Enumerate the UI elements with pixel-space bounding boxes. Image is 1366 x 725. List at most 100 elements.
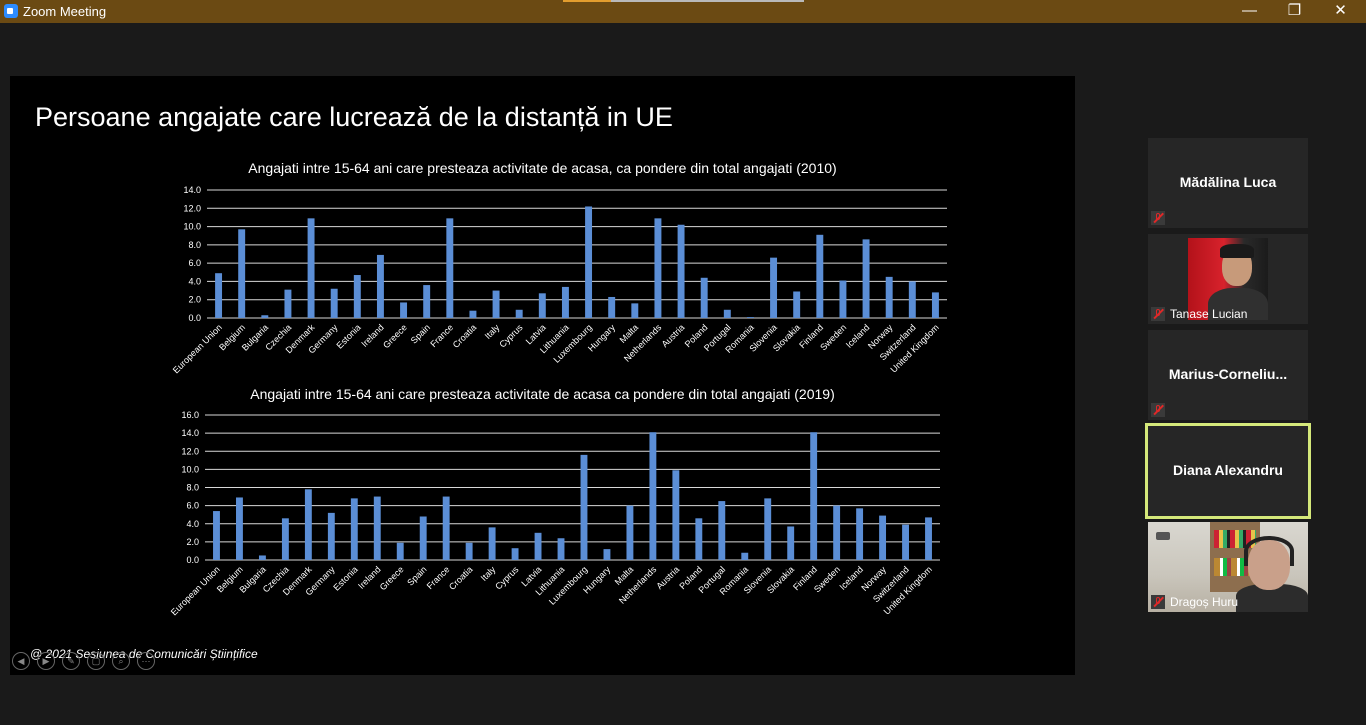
slide-controls: ◀ ▶ ✎ ▢ ⌕ ⋯ [12,652,162,674]
bar-hungary [608,296,616,318]
bar-european-union [213,511,220,560]
x-tick-label: European Union [171,322,224,375]
muted-mic-icon [1151,307,1165,321]
bar-luxembourg [580,454,588,560]
x-tick-label: France [425,564,452,591]
bar-france [446,218,454,318]
bar-lithuania [561,286,569,318]
bar-netherlands [649,432,657,560]
bar-czechia [281,518,289,560]
x-tick-label: Sweden [818,322,848,352]
x-tick-label: Greece [381,322,409,350]
bar-lithuania [557,538,565,560]
participant-name: Marius-Corneliu... [1168,366,1288,382]
bar-spain [423,285,431,318]
x-tick-label: Italy [483,322,502,341]
bar-finland [810,432,818,560]
bar-romania [746,317,754,318]
x-tick-label: Cyprus [497,322,525,350]
participant-tile-tanase-lucian[interactable]: Tanase Lucian [1148,234,1308,324]
muted-mic-icon [1151,211,1165,225]
bar-iceland [862,239,870,318]
x-tick-label: Austria [654,564,681,591]
bar-latvia [538,293,546,318]
x-tick-label: Estonia [334,322,362,350]
bar-belgium [238,229,246,318]
x-tick-label: Croatia [451,322,479,350]
screen-share-progress-fill [563,0,612,2]
bar-estonia [350,498,358,560]
y-tick-label: 8.0 [186,483,199,493]
slide-title: Persoane angajate care lucrează de la di… [35,102,673,132]
bar-netherlands [654,218,662,318]
bar-croatia [469,310,477,318]
bar-ireland [373,496,381,560]
bar-poland [700,277,708,318]
zoom-app-icon [4,4,18,18]
bar-malta [631,303,639,318]
y-tick-label: 10.0 [183,222,201,232]
participant-tile-marius-corneliu[interactable]: Marius-Corneliu... [1148,330,1308,420]
y-tick-label: 6.0 [188,258,201,268]
y-tick-label: 4.0 [186,519,199,529]
muted-mic-icon [1151,403,1165,417]
screen-share-progress-bar [563,0,804,2]
x-tick-label: Italy [479,564,498,583]
slides-icon[interactable]: ▢ [87,652,105,670]
y-tick-label: 12.0 [181,446,199,456]
minimize-button[interactable]: — [1242,2,1257,19]
bar-germany [327,512,335,560]
bar-slovenia [764,498,772,560]
y-tick-label: 6.0 [186,501,199,511]
bar-united-kingdom [931,292,939,318]
bar-portugal [718,501,726,560]
bar-greece [400,302,408,318]
chart-2010: 0.0 2.0 4.0 6.0 8.0 10.0 12.0 14.0 European Unio… [171,185,947,375]
bar-spain [419,516,427,560]
x-tick-label: Cyprus [493,564,521,592]
bar-finland [816,234,824,318]
more-options-icon[interactable]: ⋯ [137,652,155,670]
participant-name: Diana Alexandru [1173,462,1283,478]
participant-tile-diana-alexandru[interactable]: Diana Alexandru [1145,423,1311,519]
y-tick-label: 4.0 [188,276,201,286]
bar-norway [879,515,887,560]
x-tick-label: Greece [378,564,406,592]
y-tick-label: 14.0 [181,428,199,438]
bar-greece [396,542,404,560]
x-tick-label: France [428,322,455,349]
y-tick-label: 12.0 [183,203,201,213]
bar-bulgaria [258,555,266,560]
bar-latvia [534,532,542,560]
chart-2010-title: Angajati intre 15-64 ani care presteaza … [248,160,837,176]
next-slide-icon[interactable]: ▶ [37,652,55,670]
participant-name: Tanase Lucian [1170,307,1248,321]
bar-hungary [603,549,611,560]
bar-united-kingdom [925,517,932,560]
bar-denmark [307,218,315,318]
y-tick-label: 0.0 [186,555,199,565]
bar-slovakia [787,526,795,560]
previous-slide-icon[interactable]: ◀ [12,652,30,670]
chart-2019: 0.0 2.0 4.0 6.0 8.0 10.0 12.0 14.0 16.0 European … [169,410,940,617]
bar-czechia [284,289,292,318]
x-tick-label: Croatia [447,564,475,592]
restore-button[interactable]: ❐ [1287,2,1302,19]
participant-tile-dragos-huru[interactable]: Dragoș Huru [1148,522,1308,612]
close-button[interactable]: ✕ [1334,2,1347,19]
y-tick-label: 2.0 [188,295,201,305]
y-tick-label: 2.0 [186,537,199,547]
bar-iceland [856,508,864,560]
bar-poland [695,518,703,560]
bar-norway [885,276,893,318]
bar-cyprus [515,309,523,318]
participant-profile-picture [1188,238,1268,320]
participant-tile-madalina-luca[interactable]: Mădălina Luca [1148,138,1308,228]
bar-european-union [215,273,223,318]
pen-icon[interactable]: ✎ [62,652,80,670]
bar-romania [741,552,749,560]
bar-italy [492,290,500,318]
y-tick-label: 8.0 [188,240,201,250]
window-title: Zoom Meeting [23,4,107,19]
zoom-icon[interactable]: ⌕ [112,652,130,670]
